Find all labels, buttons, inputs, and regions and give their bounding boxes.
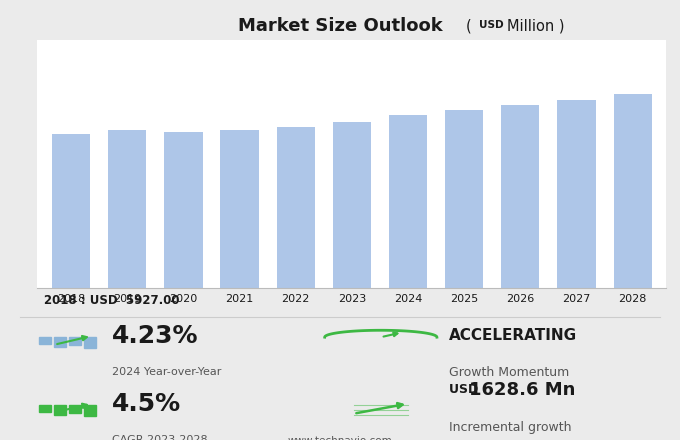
Bar bbox=[389, 115, 427, 288]
Bar bbox=[84, 405, 96, 416]
Bar bbox=[84, 337, 96, 348]
Text: ACCELERATING: ACCELERATING bbox=[449, 328, 577, 343]
Text: 2018 : USD  5927.00: 2018 : USD 5927.00 bbox=[44, 294, 180, 307]
Text: 1628.6 Mn: 1628.6 Mn bbox=[469, 381, 575, 399]
Bar bbox=[445, 110, 483, 288]
Bar bbox=[69, 405, 81, 413]
Text: Million ): Million ) bbox=[507, 19, 564, 34]
Bar bbox=[108, 131, 146, 288]
Bar bbox=[39, 405, 51, 412]
Text: USD: USD bbox=[479, 20, 504, 30]
Bar bbox=[333, 122, 371, 288]
Bar bbox=[69, 337, 81, 345]
Text: Incremental growth: Incremental growth bbox=[449, 421, 571, 434]
Text: 4.5%: 4.5% bbox=[112, 392, 182, 416]
Bar bbox=[39, 337, 51, 344]
Bar bbox=[220, 130, 258, 288]
Text: Growth Momentum: Growth Momentum bbox=[449, 366, 569, 379]
Text: USD: USD bbox=[449, 383, 482, 396]
Bar bbox=[165, 132, 203, 288]
Text: 2024 Year-over-Year: 2024 Year-over-Year bbox=[112, 367, 222, 377]
Bar bbox=[501, 105, 539, 288]
Text: (: ( bbox=[466, 19, 476, 34]
Text: 4.23%: 4.23% bbox=[112, 324, 199, 348]
Text: www.technavio.com: www.technavio.com bbox=[288, 436, 392, 440]
Text: CAGR 2023-2028: CAGR 2023-2028 bbox=[112, 435, 208, 440]
Text: Market Size Outlook: Market Size Outlook bbox=[237, 18, 443, 35]
Bar bbox=[613, 94, 652, 288]
Bar bbox=[54, 405, 66, 415]
Bar bbox=[277, 127, 315, 288]
Bar bbox=[52, 134, 90, 288]
Bar bbox=[54, 337, 66, 347]
Bar bbox=[558, 100, 596, 288]
